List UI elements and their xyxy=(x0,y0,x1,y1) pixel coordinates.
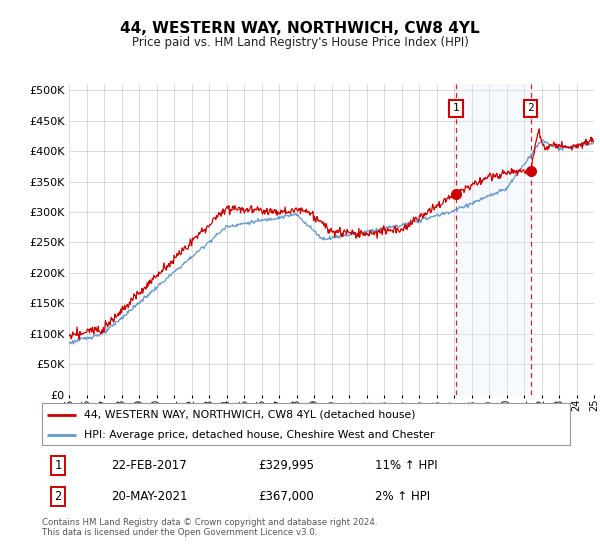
Text: 2: 2 xyxy=(54,490,61,503)
Bar xyxy=(456,84,530,395)
Text: 1: 1 xyxy=(453,104,460,113)
Text: Contains HM Land Registry data © Crown copyright and database right 2024.
This d: Contains HM Land Registry data © Crown c… xyxy=(42,518,377,538)
Text: £367,000: £367,000 xyxy=(259,490,314,503)
Text: Price paid vs. HM Land Registry's House Price Index (HPI): Price paid vs. HM Land Registry's House … xyxy=(131,36,469,49)
Text: 44, WESTERN WAY, NORTHWICH, CW8 4YL: 44, WESTERN WAY, NORTHWICH, CW8 4YL xyxy=(120,21,480,36)
Text: HPI: Average price, detached house, Cheshire West and Chester: HPI: Average price, detached house, Ches… xyxy=(84,430,434,440)
Text: 2% ↑ HPI: 2% ↑ HPI xyxy=(374,490,430,503)
Text: 1: 1 xyxy=(54,459,61,472)
Text: 22-FEB-2017: 22-FEB-2017 xyxy=(110,459,187,472)
Text: 20-MAY-2021: 20-MAY-2021 xyxy=(110,490,187,503)
Text: £329,995: £329,995 xyxy=(259,459,314,472)
Text: 44, WESTERN WAY, NORTHWICH, CW8 4YL (detached house): 44, WESTERN WAY, NORTHWICH, CW8 4YL (det… xyxy=(84,410,416,420)
Text: 2: 2 xyxy=(527,104,534,113)
Text: 11% ↑ HPI: 11% ↑ HPI xyxy=(374,459,437,472)
